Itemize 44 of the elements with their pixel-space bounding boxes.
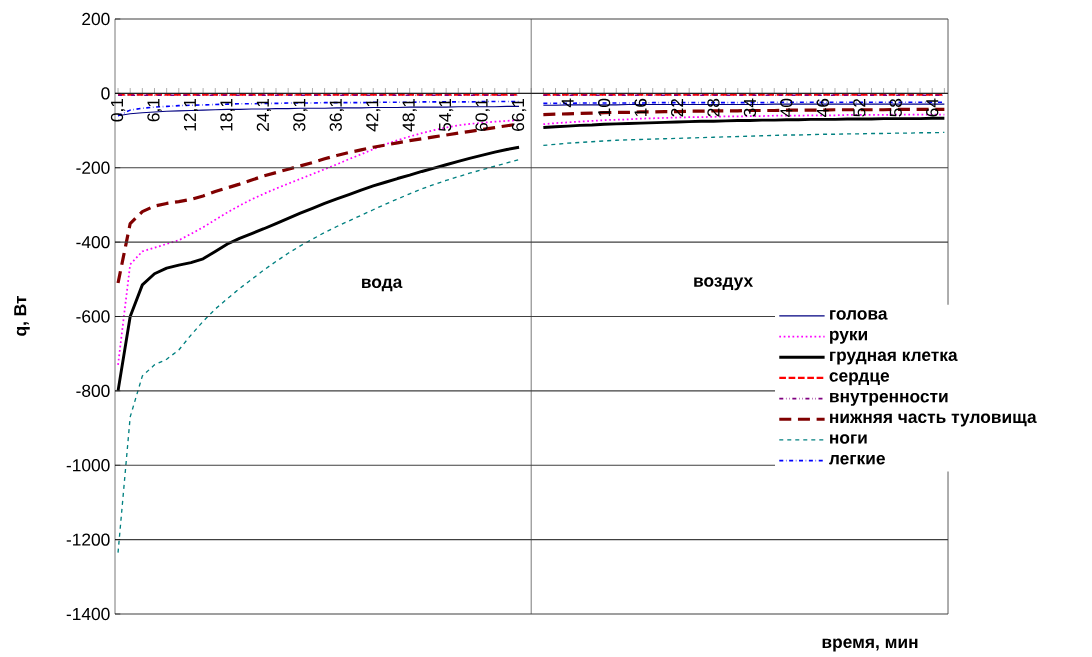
x-tick-label: 66,1 xyxy=(511,98,527,131)
x-tick-label: 12,1 xyxy=(183,98,199,131)
x-tick-label: 46 xyxy=(816,98,829,117)
legend-label: грудная клетка xyxy=(830,351,958,365)
x-tick-label: 52 xyxy=(853,98,866,117)
x-tick-label: 6,1 xyxy=(147,98,162,122)
y-tick-label: -1400 xyxy=(66,607,110,621)
y-tick-label: 0 xyxy=(101,87,110,100)
legend-label: руки xyxy=(830,330,867,344)
y-axis-title: q, Вт xyxy=(14,295,30,336)
y-tick-label: 200 xyxy=(82,12,110,26)
x-tick-label: 40 xyxy=(780,98,793,117)
x-tick-label: 18,1 xyxy=(220,98,235,131)
y-tick-label: -800 xyxy=(76,384,110,398)
x-tick-label: 10 xyxy=(597,98,611,117)
x-tick-label: 24,1 xyxy=(256,98,272,131)
x-tick-label: 60,1 xyxy=(475,98,490,131)
y-tick-label: -200 xyxy=(76,161,110,174)
y-tick-label: -1000 xyxy=(66,459,110,472)
legend-label: нижняя часть туловища xyxy=(830,413,1037,427)
x-tick-label: 16 xyxy=(634,98,647,117)
x-tick-label: 34 xyxy=(743,98,757,117)
x-tick-label: 30,1 xyxy=(293,98,308,132)
x-tick-label: 22 xyxy=(670,98,684,117)
x-tick-label: 54,1 xyxy=(439,98,454,132)
annotation: вода xyxy=(362,278,403,292)
x-tick-label: 4 xyxy=(561,98,574,108)
legend-label: легкие xyxy=(829,454,885,465)
x-tick-label: 28 xyxy=(707,98,720,117)
x-tick-label: 42,1 xyxy=(366,98,381,132)
x-axis-title: время, мин xyxy=(822,638,918,652)
x-tick-label: 64 xyxy=(926,98,939,117)
x-tick-label: 36,1 xyxy=(329,98,344,132)
legend-label: ноги xyxy=(830,434,867,444)
annotation: воздух xyxy=(694,277,754,291)
x-tick-label: 0,1 xyxy=(110,98,126,122)
legend-label: внутренности xyxy=(830,392,948,406)
y-tick-label: -1200 xyxy=(66,533,110,546)
y-tick-label: -400 xyxy=(76,235,110,249)
legend-label: голова xyxy=(830,310,888,320)
x-tick-label: 58 xyxy=(889,98,902,117)
y-tick-label: -600 xyxy=(76,310,110,323)
legend-label: сердце xyxy=(829,372,890,386)
x-tick-label: 48,1 xyxy=(402,98,417,132)
